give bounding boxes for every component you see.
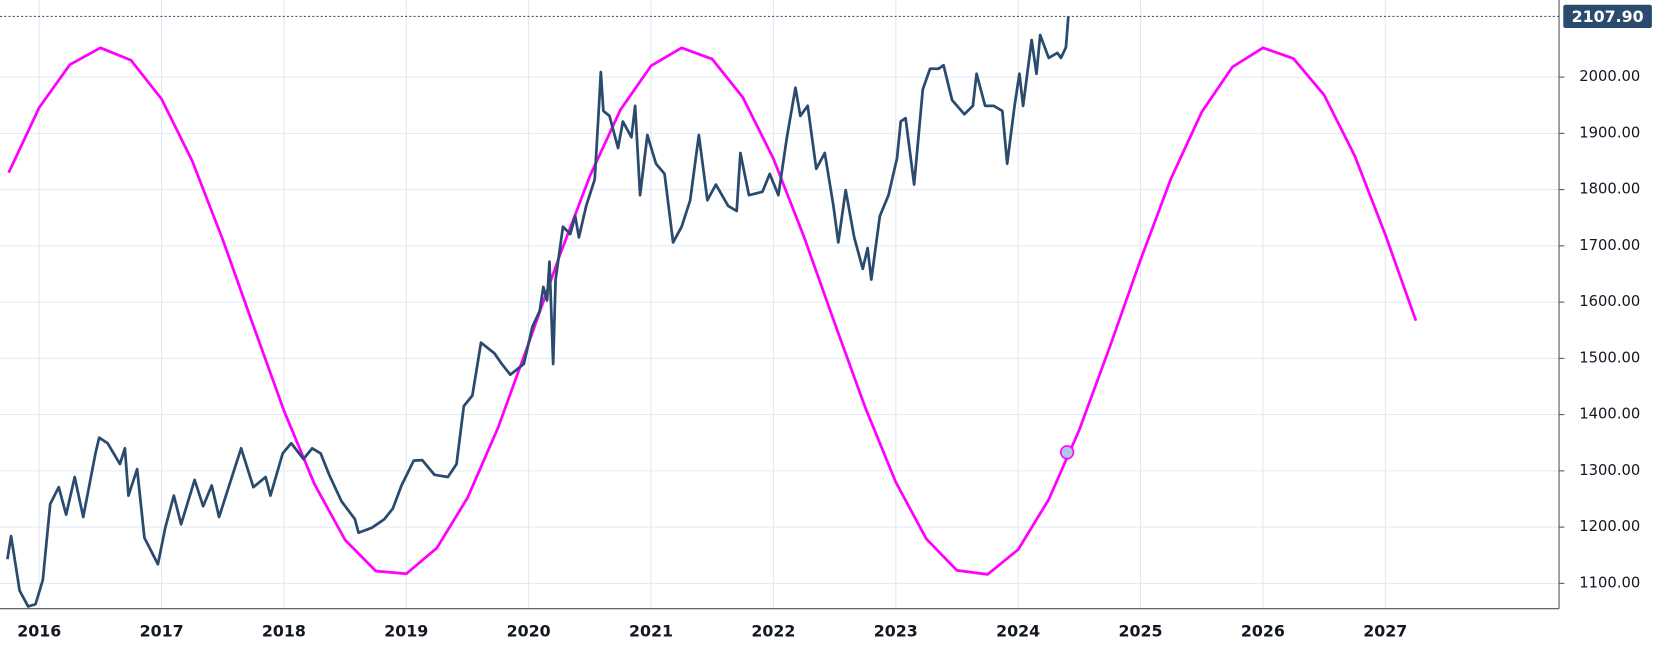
x-tick-label: 2017 [140, 621, 184, 640]
y-tick-label: 1500.00 [1579, 349, 1640, 366]
x-tick-label: 2024 [996, 621, 1040, 640]
last-price-label: 2107.90 [1572, 7, 1644, 26]
x-tick-label: 2018 [262, 621, 306, 640]
plot [0, 15, 1560, 608]
x-tick-label: 2016 [17, 621, 61, 640]
y-tick-label: 1100.00 [1579, 574, 1640, 591]
y-tick-label: 1600.00 [1579, 293, 1640, 310]
y-tick-label: 1800.00 [1579, 181, 1640, 198]
x-tick-label: 2027 [1363, 621, 1407, 640]
highlight-point [1060, 445, 1075, 460]
y-tick-label: 1200.00 [1579, 518, 1640, 535]
x-tick-label: 2026 [1241, 621, 1285, 640]
line-series [7, 46, 1418, 576]
y-tick-label: 1400.00 [1579, 406, 1640, 423]
y-tick-label: 1900.00 [1579, 124, 1640, 141]
y-tick-label: 1700.00 [1579, 237, 1640, 254]
x-tick-label: 2025 [1119, 621, 1163, 640]
line-series [6, 16, 1070, 608]
x-tick-label: 2022 [751, 621, 795, 640]
grid [0, 0, 1560, 609]
x-tick-label: 2023 [874, 621, 918, 640]
y-tick-label: 1300.00 [1579, 462, 1640, 479]
x-tick-label: 2020 [507, 621, 551, 640]
last-price-box [1563, 4, 1652, 28]
x-tick-label: 2019 [384, 621, 428, 640]
x-tick-label: 2021 [629, 621, 673, 640]
y-tick-label: 2000.00 [1579, 68, 1640, 85]
